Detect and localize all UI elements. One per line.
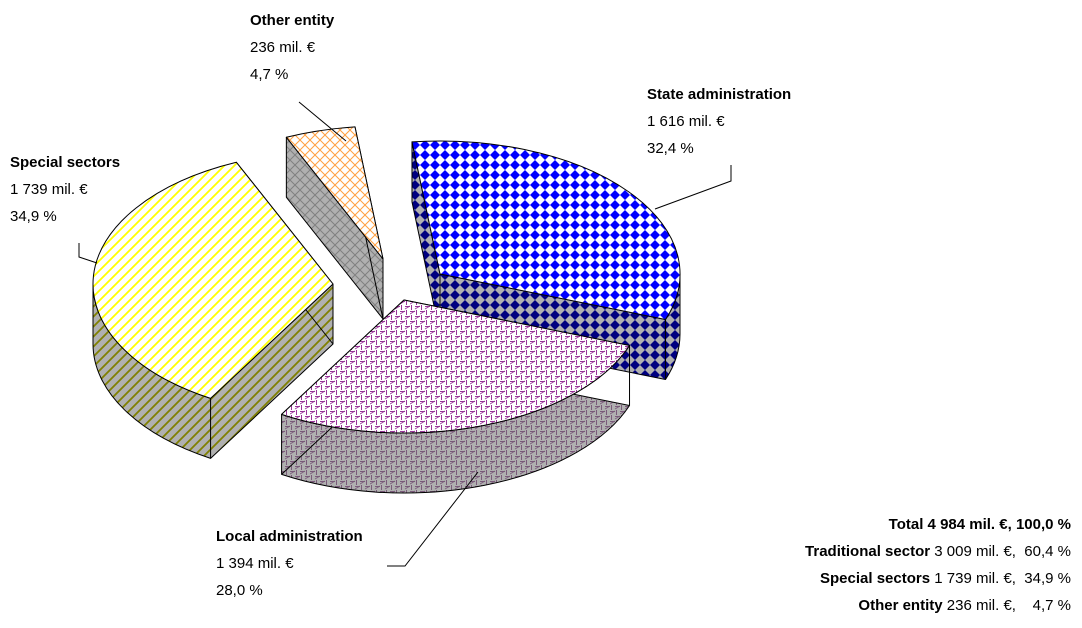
summary-row-label-0: Total 4 984 mil. €, 100,0 % xyxy=(889,516,1071,533)
slice-label-percent-local: 28,0 % xyxy=(216,582,263,599)
slice-labels: State administration 1 616 mil. € 32,4 % Lo… xyxy=(10,12,791,599)
leader-line-state xyxy=(654,165,732,210)
slice-label-percent-state: 32,4 % xyxy=(647,140,694,157)
summary-row-label-1: Traditional sector xyxy=(805,543,930,560)
leader-line-other xyxy=(298,101,347,142)
summary-row-value-3: 236 mil. €, 4,7 % xyxy=(943,597,1071,614)
summary-row-label-2: Special sectors xyxy=(820,570,930,587)
slice-label-percent-special: 34,9 % xyxy=(10,208,57,225)
slice-label-name-other: Other entity xyxy=(250,12,335,29)
slice-top-special xyxy=(92,161,334,399)
summary-row-0: Total 4 984 mil. €, 100,0 % xyxy=(889,516,1071,533)
slice-label-percent-other: 4,7 % xyxy=(250,66,288,83)
slice-label-value-other: 236 mil. € xyxy=(250,39,316,56)
summary-row-label-3: Other entity xyxy=(858,597,943,614)
summary-row-value-2: 1 739 mil. €, 34,9 % xyxy=(930,570,1071,587)
slice-label-value-state: 1 616 mil. € xyxy=(647,113,725,130)
summary-row-value-1: 3 009 mil. €, 60,4 % xyxy=(930,543,1071,560)
leader-lines xyxy=(78,101,732,567)
slice-label-value-local: 1 394 mil. € xyxy=(216,555,294,572)
slice-top-local xyxy=(281,299,631,434)
summary-row-1: Traditional sector 3 009 mil. €, 60,4 % xyxy=(805,543,1071,560)
summary-row-2: Special sectors 1 739 mil. €, 34,9 % xyxy=(820,570,1071,587)
slice-label-name-local: Local administration xyxy=(216,528,363,545)
slice-label-name-state: State administration xyxy=(647,86,791,103)
slice-tops xyxy=(92,126,681,434)
leader-line-special xyxy=(78,243,98,264)
summary-block: Total 4 984 mil. €, 100,0 % Traditional s… xyxy=(805,516,1071,614)
slice-label-name-special: Special sectors xyxy=(10,154,120,171)
leader-line-local xyxy=(387,471,479,567)
slice-top-state xyxy=(411,140,681,320)
summary-row-3: Other entity 236 mil. €, 4,7 % xyxy=(858,597,1071,614)
slice-top-other xyxy=(285,126,384,260)
slice-label-value-special: 1 739 mil. € xyxy=(10,181,88,198)
